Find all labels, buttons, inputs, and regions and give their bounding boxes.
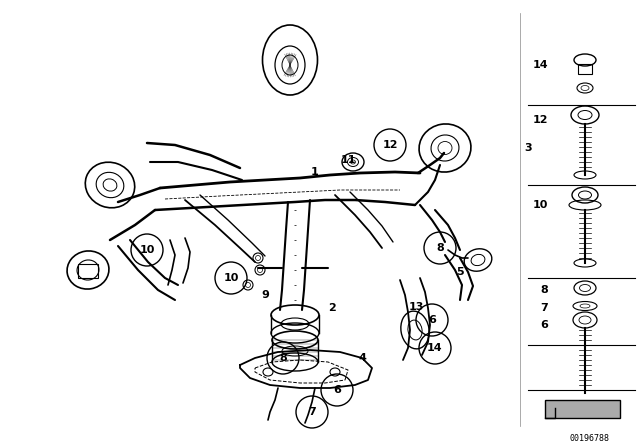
Text: 1: 1 [311,167,319,177]
Text: 14: 14 [427,343,443,353]
FancyBboxPatch shape [545,400,620,418]
Text: 11: 11 [340,155,356,165]
Text: 3: 3 [524,143,532,153]
Text: 8: 8 [540,285,548,295]
Text: 7: 7 [540,303,548,313]
Text: 10: 10 [140,245,155,255]
Text: 10: 10 [223,273,239,283]
Text: 8: 8 [436,243,444,253]
Text: 7: 7 [308,407,316,417]
Text: 6: 6 [428,315,436,325]
Text: 5: 5 [456,267,464,277]
Text: 14: 14 [532,60,548,70]
Text: 8: 8 [279,353,287,363]
Text: 12: 12 [382,140,397,150]
Text: 13: 13 [408,302,424,312]
Text: 12: 12 [532,115,548,125]
Text: 6: 6 [540,320,548,330]
Text: 10: 10 [532,200,548,210]
Text: 00196788: 00196788 [570,434,610,443]
Text: 4: 4 [358,353,366,363]
Text: 9: 9 [261,290,269,300]
Text: 2: 2 [328,303,336,313]
Text: 6: 6 [333,385,341,395]
